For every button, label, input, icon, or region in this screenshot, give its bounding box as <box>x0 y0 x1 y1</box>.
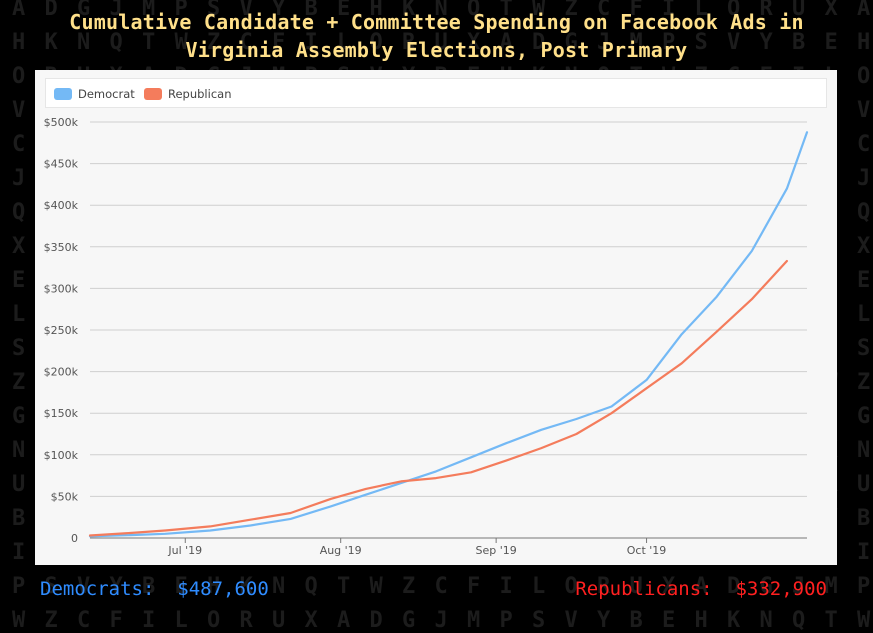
republican-total: Republicans: $332,900 <box>575 576 827 602</box>
x-tick-label: Oct '19 <box>627 544 667 557</box>
line-chart: 0 $50k $100k $150k $200k $250k $300k $350k $400k… <box>44 116 809 557</box>
republican-total-value: $332,900 <box>735 578 827 600</box>
legend-label-democrat: Democrat <box>78 87 135 101</box>
democrat-total-label: Democrats: <box>40 578 155 600</box>
chart-title-line-1: Cumulative Candidate + Committee Spendin… <box>69 10 804 34</box>
y-tick-label: $250k <box>44 324 79 337</box>
legend-swatch-democrat <box>54 88 72 100</box>
chart-legend: Democrat Republican <box>45 78 827 108</box>
republican-total-label: Republicans: <box>575 578 713 600</box>
y-tick-label: $350k <box>44 241 79 254</box>
legend-item-republican[interactable]: Republican <box>144 86 232 102</box>
x-tick-label: Jul '19 <box>167 544 202 557</box>
democrat-total: Democrats: $487,600 <box>40 576 269 602</box>
y-tick-label: $150k <box>44 407 79 420</box>
chart-panel: 0 $50k $100k $150k $200k $250k $300k $350k $400k… <box>35 70 837 565</box>
legend-item-democrat[interactable]: Democrat <box>54 86 135 102</box>
democrat-total-value: $487,600 <box>177 578 269 600</box>
y-tick-label: $300k <box>44 282 79 295</box>
x-tick-label: Sep '19 <box>476 544 517 557</box>
y-tick-label: $50k <box>51 490 79 503</box>
republican-series-line <box>88 259 789 537</box>
y-tick-label: $450k <box>44 158 79 171</box>
y-tick-label: $400k <box>44 199 79 212</box>
x-tick-label: Aug '19 <box>320 544 362 557</box>
legend-swatch-republican <box>144 88 162 100</box>
y-tick-label: $100k <box>44 449 79 462</box>
y-tick-label: $200k <box>44 366 79 379</box>
democrat-series-line <box>88 131 809 538</box>
y-tick-label: 0 <box>71 532 78 545</box>
legend-label-republican: Republican <box>168 87 232 101</box>
chart-title-line-2: Virginia Assembly Elections, Post Primar… <box>185 38 688 62</box>
y-tick-label: $500k <box>44 116 79 129</box>
